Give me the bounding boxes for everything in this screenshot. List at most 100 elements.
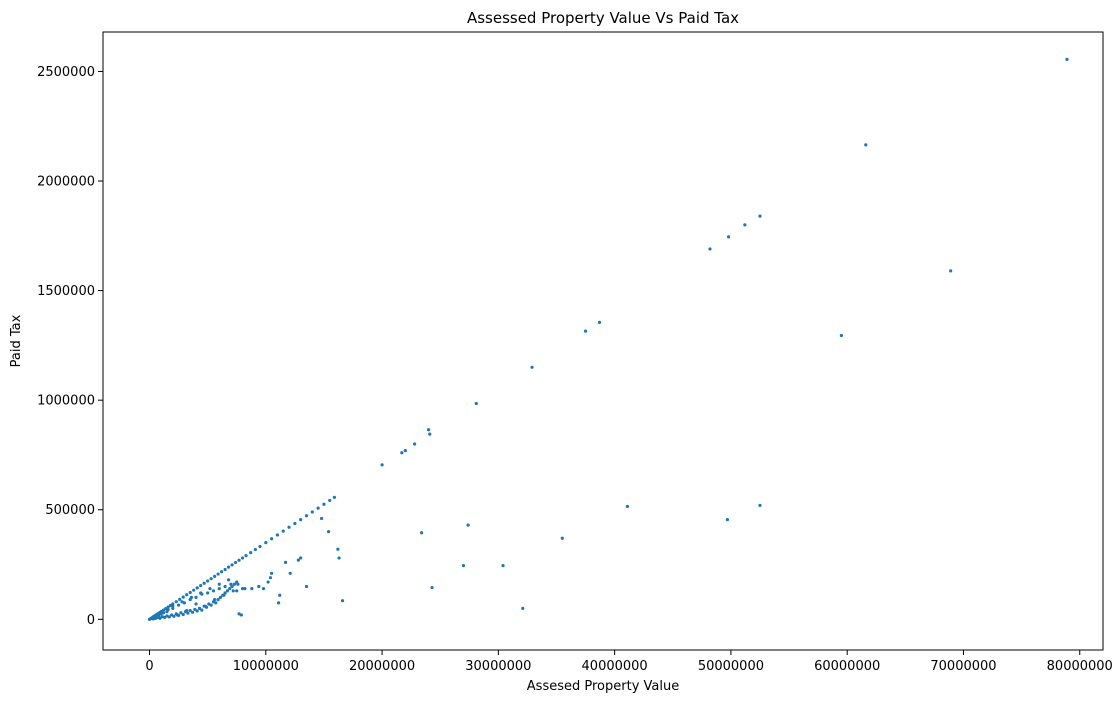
data-point [196, 586, 199, 589]
y-tick-label: 1500000 [37, 284, 95, 299]
data-point [178, 598, 181, 601]
data-point [726, 518, 729, 521]
data-point [598, 321, 601, 324]
data-point [269, 576, 272, 579]
data-point [157, 614, 160, 617]
data-point [214, 601, 217, 604]
data-point [206, 579, 209, 582]
data-point [475, 402, 478, 405]
data-point [305, 514, 308, 517]
data-point [171, 607, 174, 610]
data-point [289, 572, 292, 575]
data-point [521, 607, 524, 610]
data-point [185, 609, 188, 612]
data-point [217, 598, 220, 601]
data-point [217, 572, 220, 575]
data-point [277, 601, 280, 604]
data-point [320, 517, 323, 520]
data-point [254, 548, 257, 551]
data-point [189, 591, 192, 594]
data-point [258, 545, 261, 548]
data-point [226, 589, 229, 592]
data-point [240, 613, 243, 616]
x-tick-label: 50000000 [698, 659, 764, 674]
data-point [270, 537, 273, 540]
data-point [227, 566, 230, 569]
data-point [182, 613, 185, 616]
data-point [200, 593, 203, 596]
data-point [191, 611, 194, 614]
y-tick-label: 500000 [45, 503, 95, 518]
data-point [278, 594, 281, 597]
data-point [182, 595, 185, 598]
data-point [208, 587, 211, 590]
data-point [404, 449, 407, 452]
data-point [189, 598, 192, 601]
data-point [949, 269, 952, 272]
data-point [229, 583, 232, 586]
data-point [530, 366, 533, 369]
x-axis-label: Assesed Property Value [527, 679, 679, 694]
data-point [212, 589, 215, 592]
x-tick-label: 20000000 [349, 659, 415, 674]
data-point [462, 564, 465, 567]
data-point [196, 609, 199, 612]
data-point [333, 496, 336, 499]
data-point [299, 518, 302, 521]
data-point [192, 589, 195, 592]
data-point [264, 541, 267, 544]
data-point [222, 594, 225, 597]
data-point [199, 584, 202, 587]
data-point [1065, 58, 1068, 61]
data-point [467, 523, 470, 526]
y-tick-label: 2000000 [37, 175, 95, 190]
data-point [175, 600, 178, 603]
data-point [210, 603, 213, 606]
y-tick-label: 1000000 [37, 394, 95, 409]
data-point [262, 587, 265, 590]
data-point [276, 533, 279, 536]
data-point [249, 551, 252, 554]
data-point [311, 510, 314, 513]
data-point [743, 223, 746, 226]
data-point [758, 214, 761, 217]
data-point [185, 593, 188, 596]
y-tick-label: 2500000 [37, 65, 95, 80]
data-point [237, 559, 240, 562]
data-point [183, 601, 186, 604]
data-point [176, 613, 179, 616]
data-point [203, 582, 206, 585]
data-point [172, 615, 175, 618]
y-axis-label: Paid Tax [9, 314, 24, 367]
data-point [284, 561, 287, 564]
data-point [317, 507, 320, 510]
data-point [561, 537, 564, 540]
data-point [244, 554, 247, 557]
data-point [213, 575, 216, 578]
data-point [233, 583, 236, 586]
x-tick-label: 40000000 [582, 659, 648, 674]
data-point [235, 580, 238, 583]
data-point [232, 589, 235, 592]
x-tick-label: 0 [145, 659, 153, 674]
data-point [165, 610, 168, 613]
data-point [270, 572, 273, 575]
data-point [299, 556, 302, 559]
data-point [213, 598, 216, 601]
data-point [413, 442, 416, 445]
data-point [235, 589, 238, 592]
data-point [204, 605, 207, 608]
data-point [322, 503, 325, 506]
data-point [400, 451, 403, 454]
data-point [250, 587, 253, 590]
data-point [267, 580, 270, 583]
data-point [228, 587, 231, 590]
data-point [177, 603, 180, 606]
data-point [380, 463, 383, 466]
data-point [501, 564, 504, 567]
data-point [206, 591, 209, 594]
data-point [230, 563, 233, 566]
x-tick-label: 10000000 [233, 659, 299, 674]
